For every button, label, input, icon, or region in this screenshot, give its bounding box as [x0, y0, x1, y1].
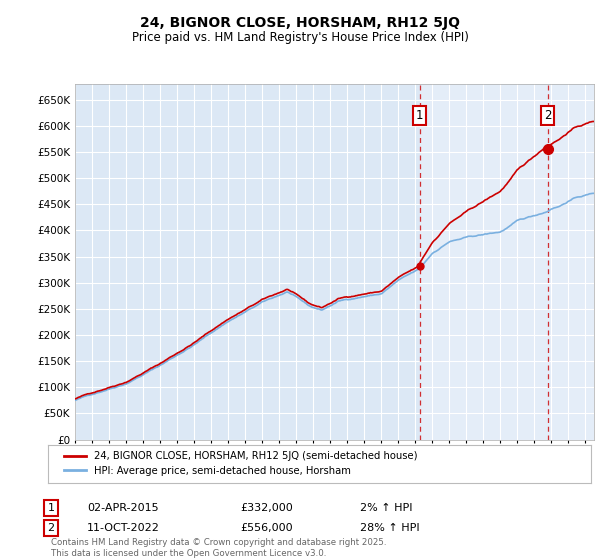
Text: 2: 2 — [47, 523, 55, 533]
Text: 02-APR-2015: 02-APR-2015 — [87, 503, 158, 513]
Legend: 24, BIGNOR CLOSE, HORSHAM, RH12 5JQ (semi-detached house), HPI: Average price, s: 24, BIGNOR CLOSE, HORSHAM, RH12 5JQ (sem… — [58, 445, 424, 482]
Text: 11-OCT-2022: 11-OCT-2022 — [87, 523, 160, 533]
Text: 1: 1 — [416, 109, 424, 122]
Text: 2: 2 — [544, 109, 551, 122]
Text: 28% ↑ HPI: 28% ↑ HPI — [360, 523, 419, 533]
Text: 2% ↑ HPI: 2% ↑ HPI — [360, 503, 413, 513]
Text: Price paid vs. HM Land Registry's House Price Index (HPI): Price paid vs. HM Land Registry's House … — [131, 31, 469, 44]
Bar — [419, 84, 594, 440]
Text: £332,000: £332,000 — [240, 503, 293, 513]
Text: Contains HM Land Registry data © Crown copyright and database right 2025.
This d: Contains HM Land Registry data © Crown c… — [51, 538, 386, 558]
Text: 1: 1 — [47, 503, 55, 513]
Text: 24, BIGNOR CLOSE, HORSHAM, RH12 5JQ: 24, BIGNOR CLOSE, HORSHAM, RH12 5JQ — [140, 16, 460, 30]
Text: £556,000: £556,000 — [240, 523, 293, 533]
